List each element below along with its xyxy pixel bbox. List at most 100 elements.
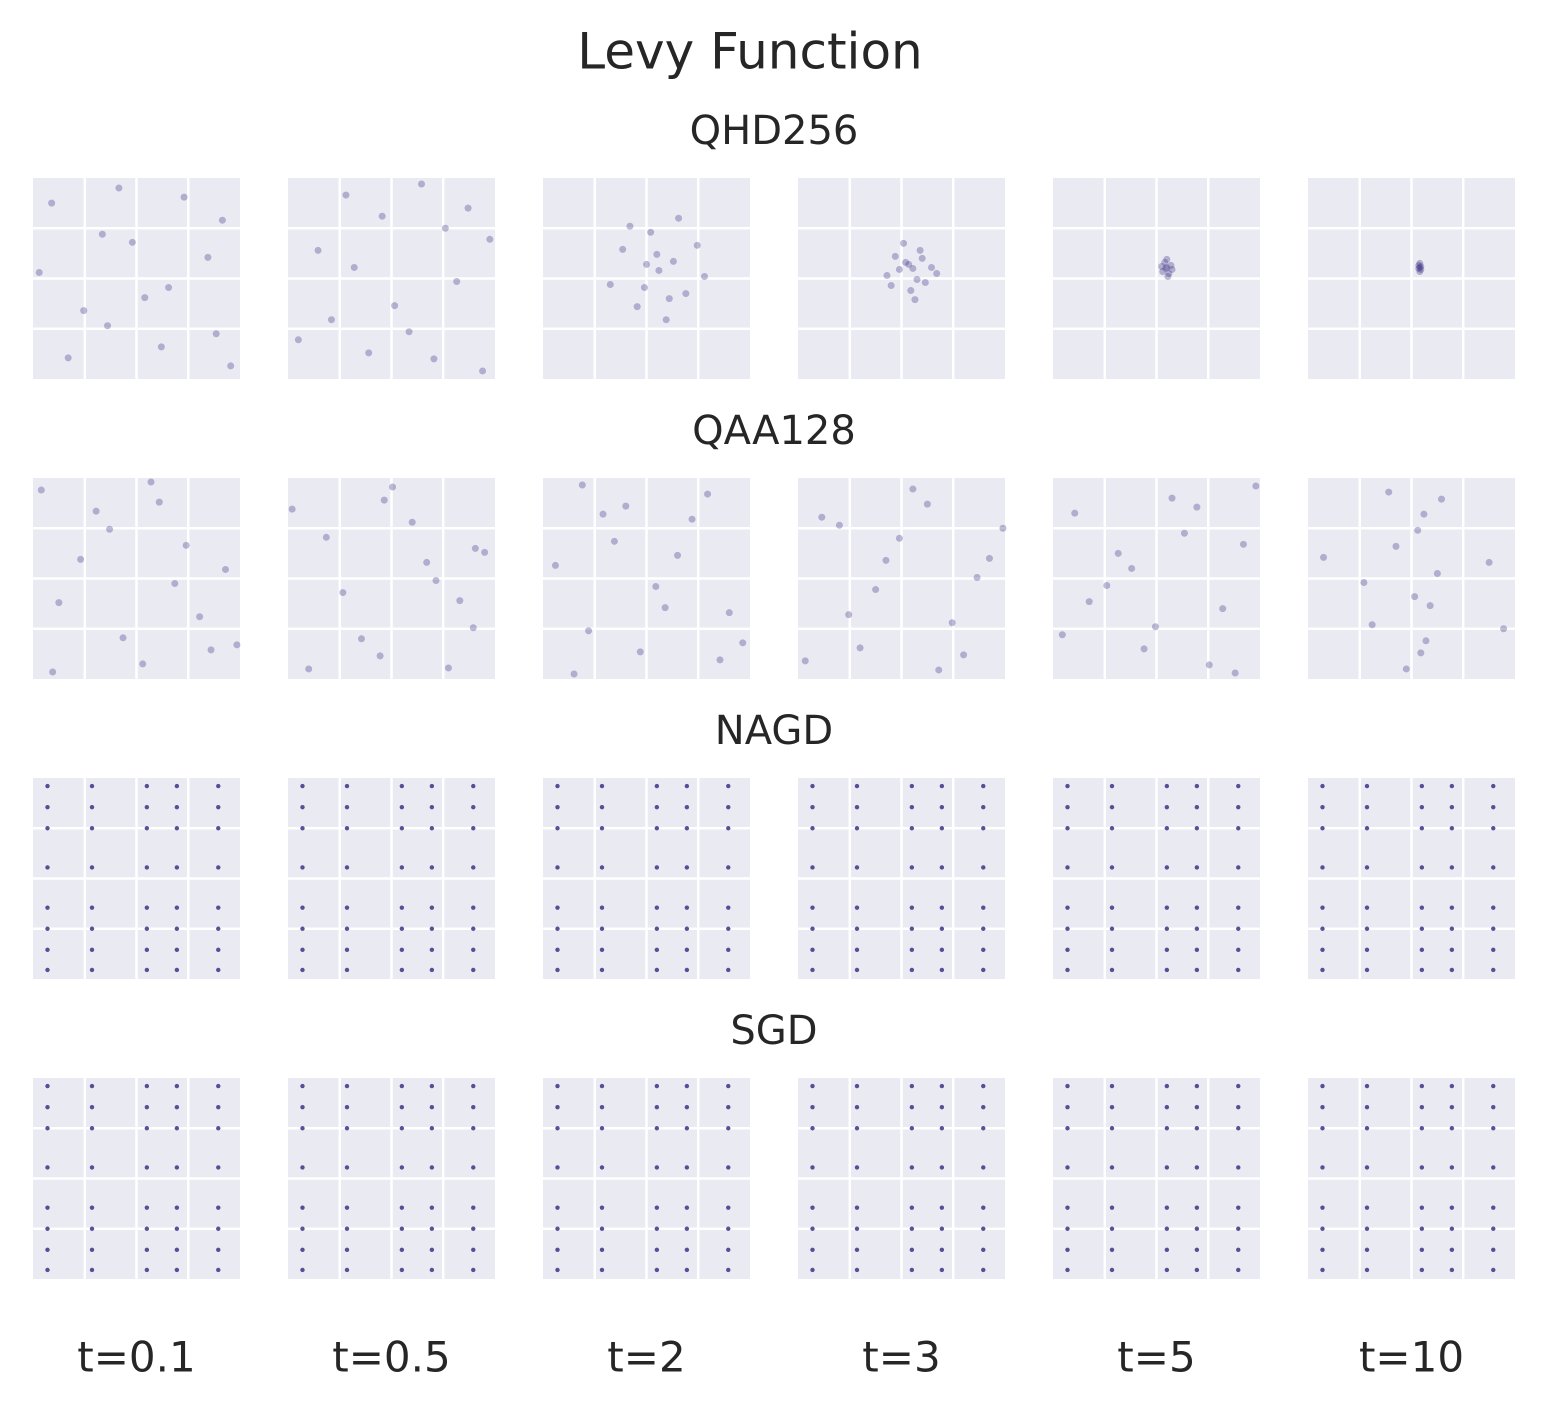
point	[726, 947, 731, 953]
point	[1065, 826, 1070, 831]
point	[233, 641, 241, 649]
point	[854, 1083, 860, 1089]
point	[1164, 804, 1170, 810]
point	[391, 302, 399, 310]
point	[810, 1247, 815, 1253]
point	[1417, 265, 1425, 273]
point	[207, 646, 215, 654]
point	[684, 783, 690, 789]
point	[1320, 926, 1325, 931]
point	[1320, 1083, 1325, 1089]
point	[89, 1165, 95, 1170]
point	[144, 1226, 150, 1231]
point	[909, 967, 915, 973]
point	[939, 947, 945, 953]
point	[610, 537, 618, 545]
point	[909, 1247, 915, 1253]
point	[1236, 1126, 1241, 1131]
point	[810, 1165, 815, 1170]
point	[1415, 264, 1423, 272]
point	[1491, 1205, 1496, 1210]
point	[444, 664, 452, 672]
point	[1236, 967, 1241, 973]
point	[1151, 623, 1159, 631]
point	[216, 1267, 221, 1273]
panel	[33, 178, 240, 379]
point	[1109, 1205, 1115, 1210]
point	[1109, 926, 1115, 931]
point	[174, 804, 180, 810]
point	[1065, 1083, 1070, 1089]
point	[45, 1126, 50, 1131]
point	[222, 565, 230, 573]
point	[909, 1104, 915, 1110]
point	[599, 865, 605, 870]
point	[1419, 1247, 1425, 1253]
point	[1065, 1104, 1070, 1110]
point	[1320, 865, 1325, 870]
point	[1065, 967, 1070, 973]
point	[1449, 865, 1455, 870]
point	[344, 967, 350, 973]
point	[1194, 1083, 1200, 1089]
point	[429, 947, 435, 953]
point	[1236, 1205, 1241, 1210]
point	[1491, 826, 1496, 831]
point	[1364, 1226, 1370, 1231]
point	[585, 627, 593, 635]
point	[1158, 262, 1166, 270]
point	[891, 252, 899, 260]
panel	[1308, 778, 1515, 979]
point	[900, 239, 908, 247]
point	[89, 1126, 95, 1131]
point	[1239, 540, 1247, 548]
point	[1364, 967, 1370, 973]
point	[1164, 967, 1170, 973]
point	[1236, 1226, 1241, 1231]
point	[725, 609, 733, 617]
point	[1419, 1083, 1425, 1089]
point	[378, 212, 386, 220]
point	[456, 597, 464, 605]
point	[1364, 1104, 1370, 1110]
panel	[1053, 478, 1260, 679]
point	[1364, 826, 1370, 831]
point	[693, 241, 701, 249]
point	[599, 826, 605, 831]
point	[1419, 1205, 1425, 1210]
point	[810, 1126, 815, 1131]
point	[555, 947, 560, 953]
point	[1164, 947, 1170, 953]
point	[344, 1205, 350, 1210]
point	[555, 926, 560, 931]
point	[471, 967, 476, 973]
point	[939, 804, 945, 810]
point	[810, 967, 815, 973]
point	[854, 1165, 860, 1170]
point	[939, 783, 945, 789]
point	[1491, 1083, 1496, 1089]
point	[216, 865, 221, 870]
point	[1236, 783, 1241, 789]
point	[654, 826, 660, 831]
point	[430, 355, 438, 363]
point	[1417, 262, 1425, 270]
point	[973, 573, 981, 581]
point	[1491, 1126, 1496, 1131]
panel	[798, 478, 1007, 679]
point	[98, 230, 106, 238]
point	[1419, 865, 1425, 870]
point	[227, 362, 235, 370]
point	[551, 561, 559, 569]
point	[726, 905, 731, 910]
point	[981, 1226, 986, 1231]
point	[429, 783, 435, 789]
panel	[798, 1078, 1005, 1279]
point	[1109, 967, 1115, 973]
point	[1168, 494, 1176, 502]
point	[643, 260, 650, 268]
point	[684, 947, 690, 953]
point	[981, 1104, 986, 1110]
point	[684, 1226, 690, 1231]
point	[429, 1165, 435, 1170]
